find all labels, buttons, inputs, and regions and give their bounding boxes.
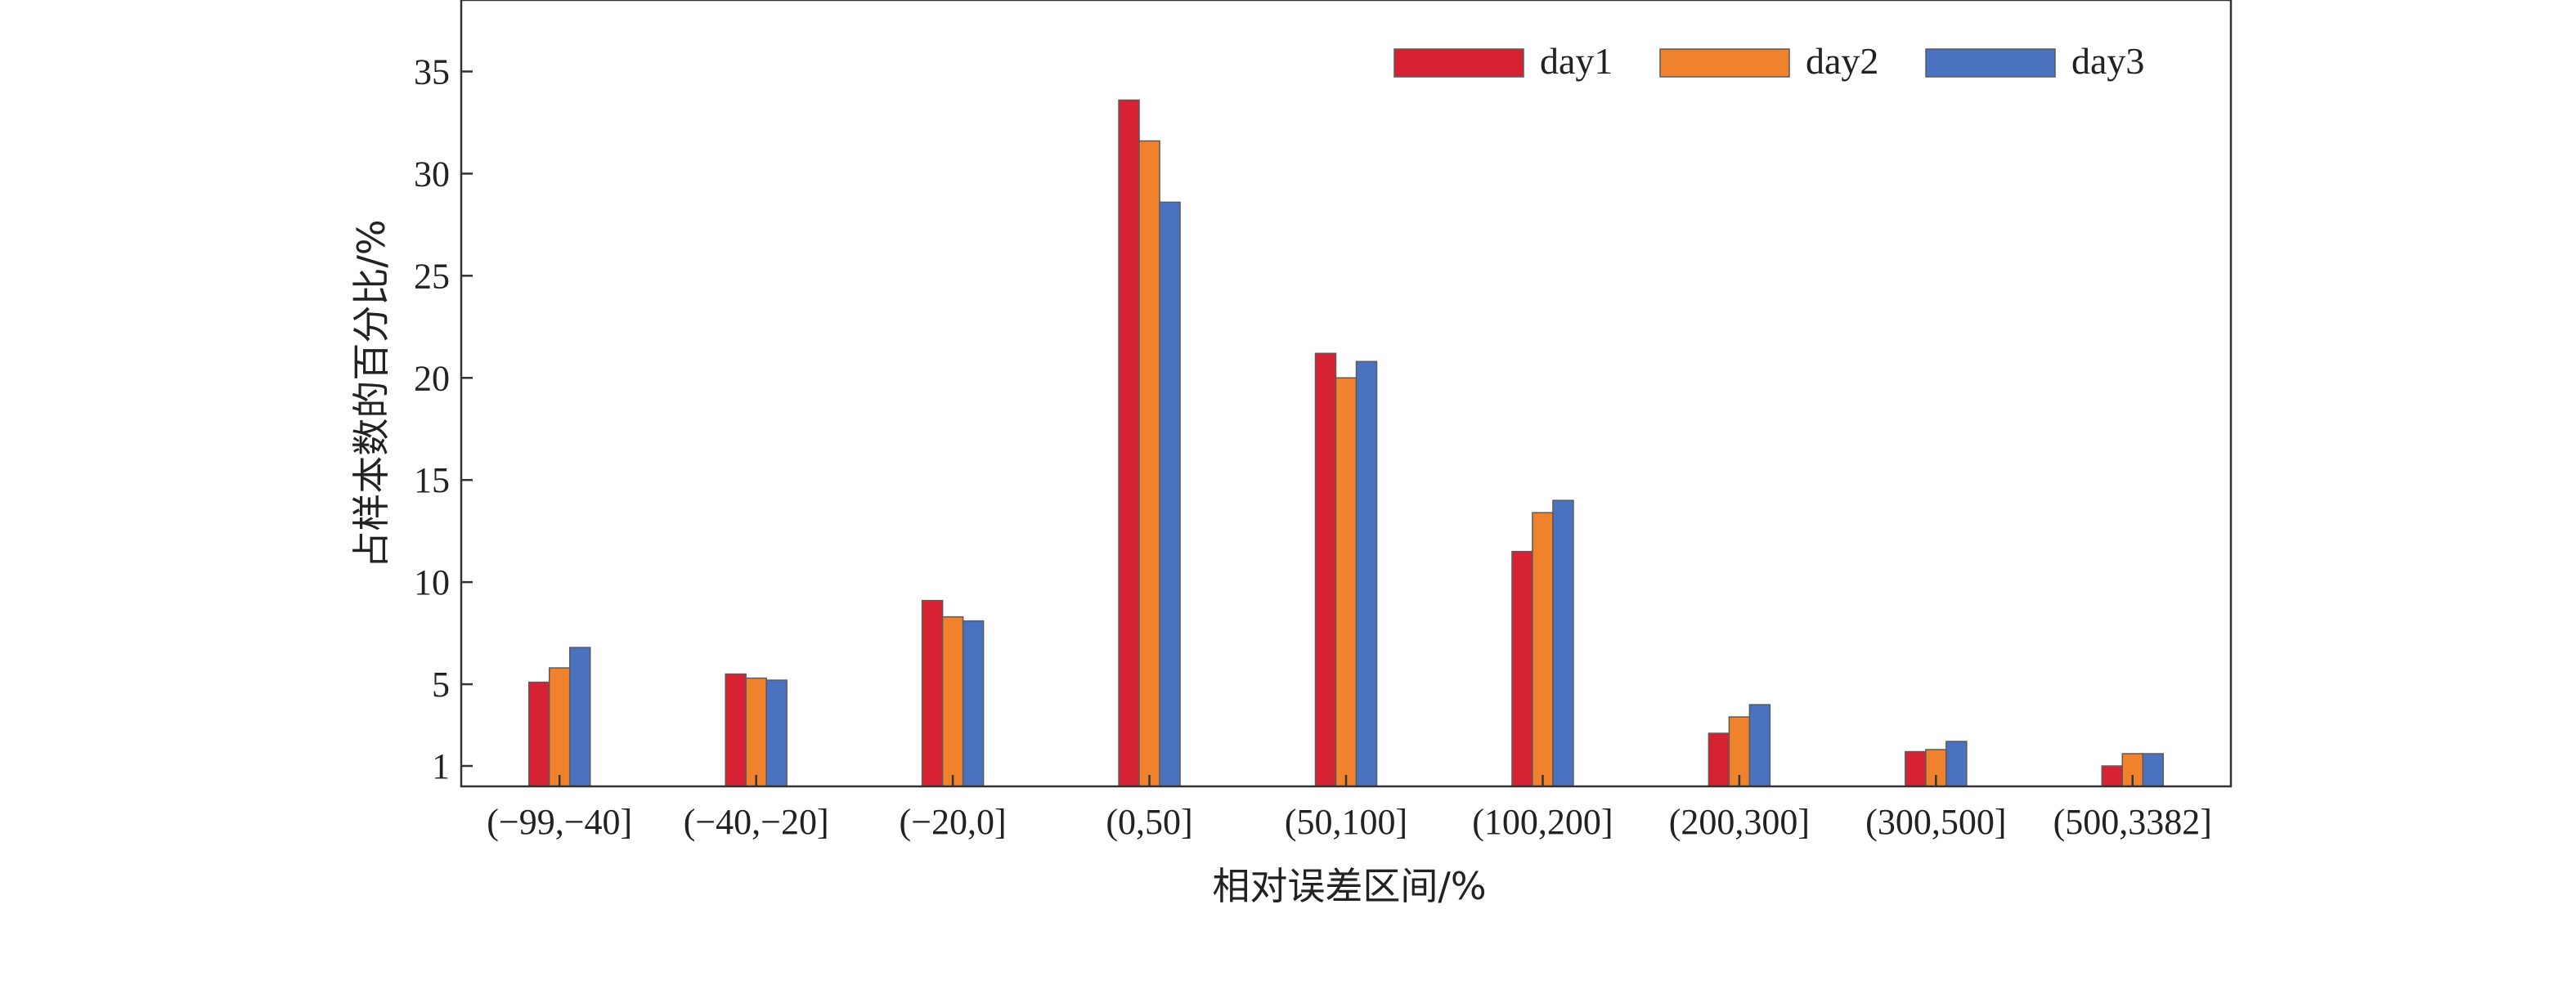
bar-day3-4 xyxy=(1355,360,1378,787)
legend-swatch-day3 xyxy=(1925,48,2056,78)
x-axis-title: 相对误差区间/% xyxy=(1212,864,1486,908)
y-tick-label-6: 30 xyxy=(414,154,450,194)
y-tick-label-4: 20 xyxy=(414,358,450,398)
bar-day1-8 xyxy=(2101,765,2124,787)
bar-day2-5 xyxy=(1532,512,1554,787)
legend-swatch-day1 xyxy=(1393,48,1524,78)
y-tick-label-1: 5 xyxy=(432,665,450,705)
y-tick-label-7: 35 xyxy=(414,51,450,92)
bar-day3-3 xyxy=(1159,201,1181,787)
x-tick-label-6: (200,300] xyxy=(1669,802,1810,842)
legend-swatch-day2 xyxy=(1659,48,1790,78)
bar-day1-1 xyxy=(725,673,747,787)
x-tick-label-0: (−99,−40] xyxy=(487,802,632,842)
y-tick-label-0: 1 xyxy=(432,746,450,786)
bar-day3-1 xyxy=(765,679,788,787)
bar-day2-4 xyxy=(1335,377,1358,787)
x-tick-label-2: (−20,0] xyxy=(900,802,1007,842)
bar-day1-6 xyxy=(1708,732,1730,787)
bar-day2-2 xyxy=(941,616,964,787)
y-tick-label-2: 10 xyxy=(414,562,450,602)
bar-day3-0 xyxy=(568,647,591,787)
bar-day3-2 xyxy=(962,620,985,787)
legend-label-day2: day2 xyxy=(1806,40,1878,82)
bar-day3-7 xyxy=(1945,741,1968,787)
bar-day1-5 xyxy=(1511,550,1533,787)
x-tick-label-8: (500,3382] xyxy=(2053,802,2212,842)
bar-day2-3 xyxy=(1138,140,1160,787)
bar-day3-5 xyxy=(1552,499,1574,787)
x-tick-label-1: (−40,−20] xyxy=(684,802,829,842)
legend: day1 day2 day3 xyxy=(1393,40,2144,82)
bar-day3-6 xyxy=(1748,704,1771,787)
bar-day1-0 xyxy=(527,681,550,787)
bars-layer xyxy=(527,99,2165,787)
x-tick-label-5: (100,200] xyxy=(1472,802,1613,842)
bar-day1-4 xyxy=(1314,352,1337,787)
bar-day2-0 xyxy=(548,667,571,787)
bar-day1-2 xyxy=(921,599,944,787)
x-tick-label-7: (300,500] xyxy=(1865,802,2006,842)
y-axis-title: 占样本数的百分比/% xyxy=(349,219,393,568)
bar-day3-8 xyxy=(2142,753,2165,787)
bar-day1-3 xyxy=(1118,99,1140,787)
x-tick-label-4: (50,100] xyxy=(1285,802,1407,842)
x-tick-label-3: (0,50] xyxy=(1106,802,1192,842)
legend-label-day1: day1 xyxy=(1540,40,1613,82)
y-tick-label-5: 25 xyxy=(414,256,450,296)
legend-label-day3: day3 xyxy=(2071,40,2144,82)
bar-day1-7 xyxy=(1905,750,1927,787)
y-tick-label-3: 15 xyxy=(414,460,450,500)
bar-day2-1 xyxy=(745,677,767,787)
